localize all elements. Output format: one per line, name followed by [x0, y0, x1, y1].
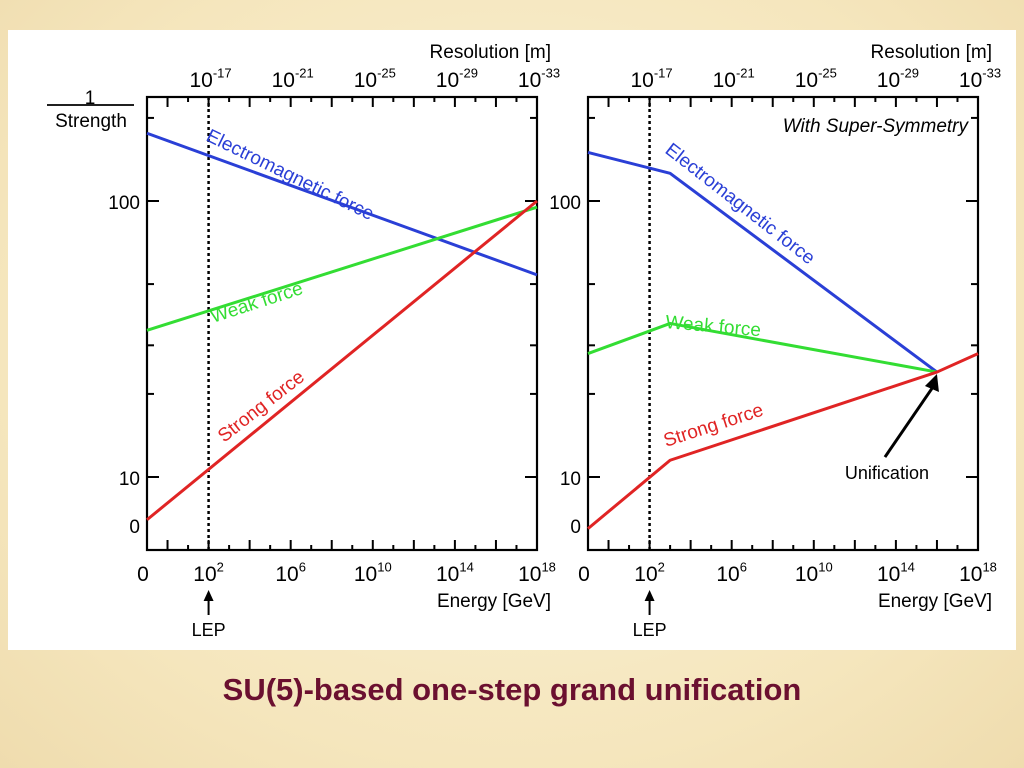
chart-panel-right: 0 102 106 1010 1014 1018 10-17 10-21 10-25 10-29 1… — [549, 42, 1001, 640]
lep-arrow-head — [203, 590, 214, 601]
x-tick-label: 1010 — [795, 560, 833, 586]
series-line-electromagnetic-force — [146, 131, 538, 277]
top-tick-label: 10-29 — [436, 66, 478, 92]
panel-title: With Super-Symmetry — [783, 116, 970, 137]
top-axis-label: Resolution [m] — [430, 42, 551, 63]
top-tick-label: 10-29 — [877, 66, 919, 92]
series-line-strong-force — [587, 352, 979, 530]
top-tick-label: 10-17 — [189, 66, 231, 92]
y-tick-label: 10 — [119, 469, 140, 490]
y-tick-label: 100 — [108, 193, 140, 214]
series-line-electromagnetic-force — [587, 150, 938, 374]
top-tick-label: 10-17 — [630, 66, 672, 92]
top-tick-label: 10-33 — [959, 66, 1001, 92]
unification-arrow-head — [924, 374, 939, 393]
x-tick-label: 1014 — [877, 560, 915, 586]
top-tick-label: 10-21 — [713, 66, 755, 92]
y-tick-label: 100 — [549, 193, 581, 214]
y-axis-label-denominator: Strength — [55, 111, 127, 132]
top-tick-label: 10-21 — [272, 66, 314, 92]
unification-label: Unification — [845, 463, 929, 483]
y-axis-label-numerator: 1 — [85, 88, 96, 109]
figure-background — [8, 30, 1016, 650]
x-tick-label: 106 — [275, 560, 306, 586]
x-tick-label: 102 — [193, 560, 224, 586]
series-line-strong-force — [146, 199, 538, 521]
top-tick-label: 10-25 — [354, 66, 396, 92]
plot-frame — [586, 95, 980, 552]
y-tick-label: 0 — [129, 517, 140, 538]
lep-arrow-head — [644, 590, 655, 601]
unification-arrow-shaft — [883, 383, 937, 458]
x-tick-label: 1018 — [959, 560, 997, 586]
x-tick-label: 0 — [578, 563, 590, 586]
x-axis-label: Energy [GeV] — [878, 591, 992, 612]
lep-marker-label: LEP — [192, 620, 226, 640]
lep-marker-label: LEP — [633, 620, 667, 640]
x-tick-label: 1014 — [436, 560, 474, 586]
series-line-weak-force — [146, 205, 538, 332]
y-tick-label: 10 — [560, 469, 581, 490]
x-tick-label: 1010 — [354, 560, 392, 586]
x-tick-label: 0 — [137, 563, 149, 586]
x-axis-label: Energy [GeV] — [437, 591, 551, 612]
slide-caption: SU(5)-based one-step grand unification — [222, 672, 802, 707]
top-tick-label: 10-33 — [518, 66, 560, 92]
x-tick-label: 106 — [716, 560, 747, 586]
top-axis-label: Resolution [m] — [871, 42, 992, 63]
x-tick-label: 102 — [634, 560, 665, 586]
plot-frame — [145, 95, 539, 552]
top-tick-label: 10-25 — [795, 66, 837, 92]
series-line-weak-force — [587, 321, 938, 374]
y-tick-label: 0 — [570, 517, 581, 538]
x-tick-label: 1018 — [518, 560, 556, 586]
